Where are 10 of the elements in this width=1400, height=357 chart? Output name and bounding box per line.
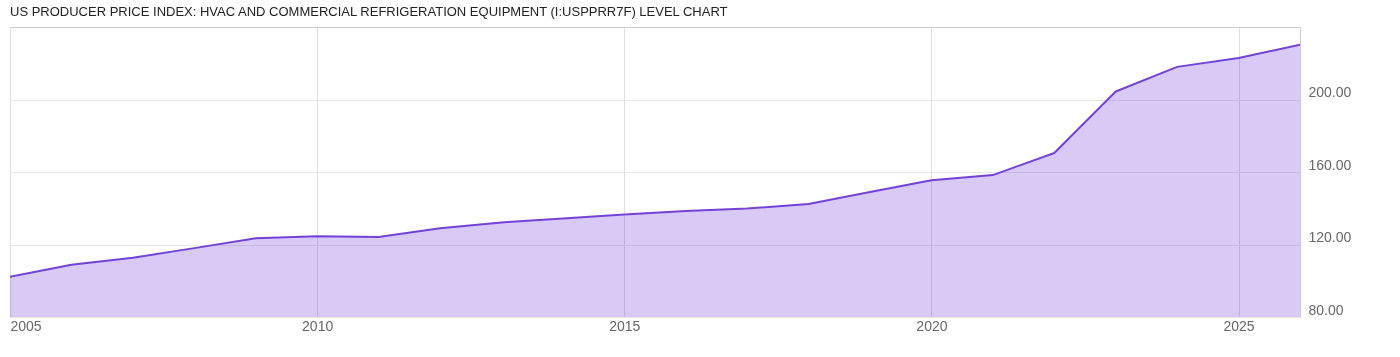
x-tick-label: 2020 [916, 317, 948, 334]
x-tick-label: 2025 [1223, 317, 1255, 334]
x-tick-label: 2015 [609, 317, 641, 334]
y-tick-label: 80.00 [1308, 301, 1344, 318]
chart-title: US PRODUCER PRICE INDEX: HVAC AND COMMERCIAL REFRIGERATION EQUIPMENT (I:USPPRR7F) LEVEL CHART [10, 4, 728, 19]
y-tick-label: 200.00 [1308, 84, 1352, 100]
x-tick-label: 2005 [10, 317, 42, 334]
y-tick-label: 160.00 [1308, 156, 1352, 173]
y-tick-label: 120.00 [1308, 229, 1352, 245]
x-tick-label: 2010 [302, 317, 334, 334]
